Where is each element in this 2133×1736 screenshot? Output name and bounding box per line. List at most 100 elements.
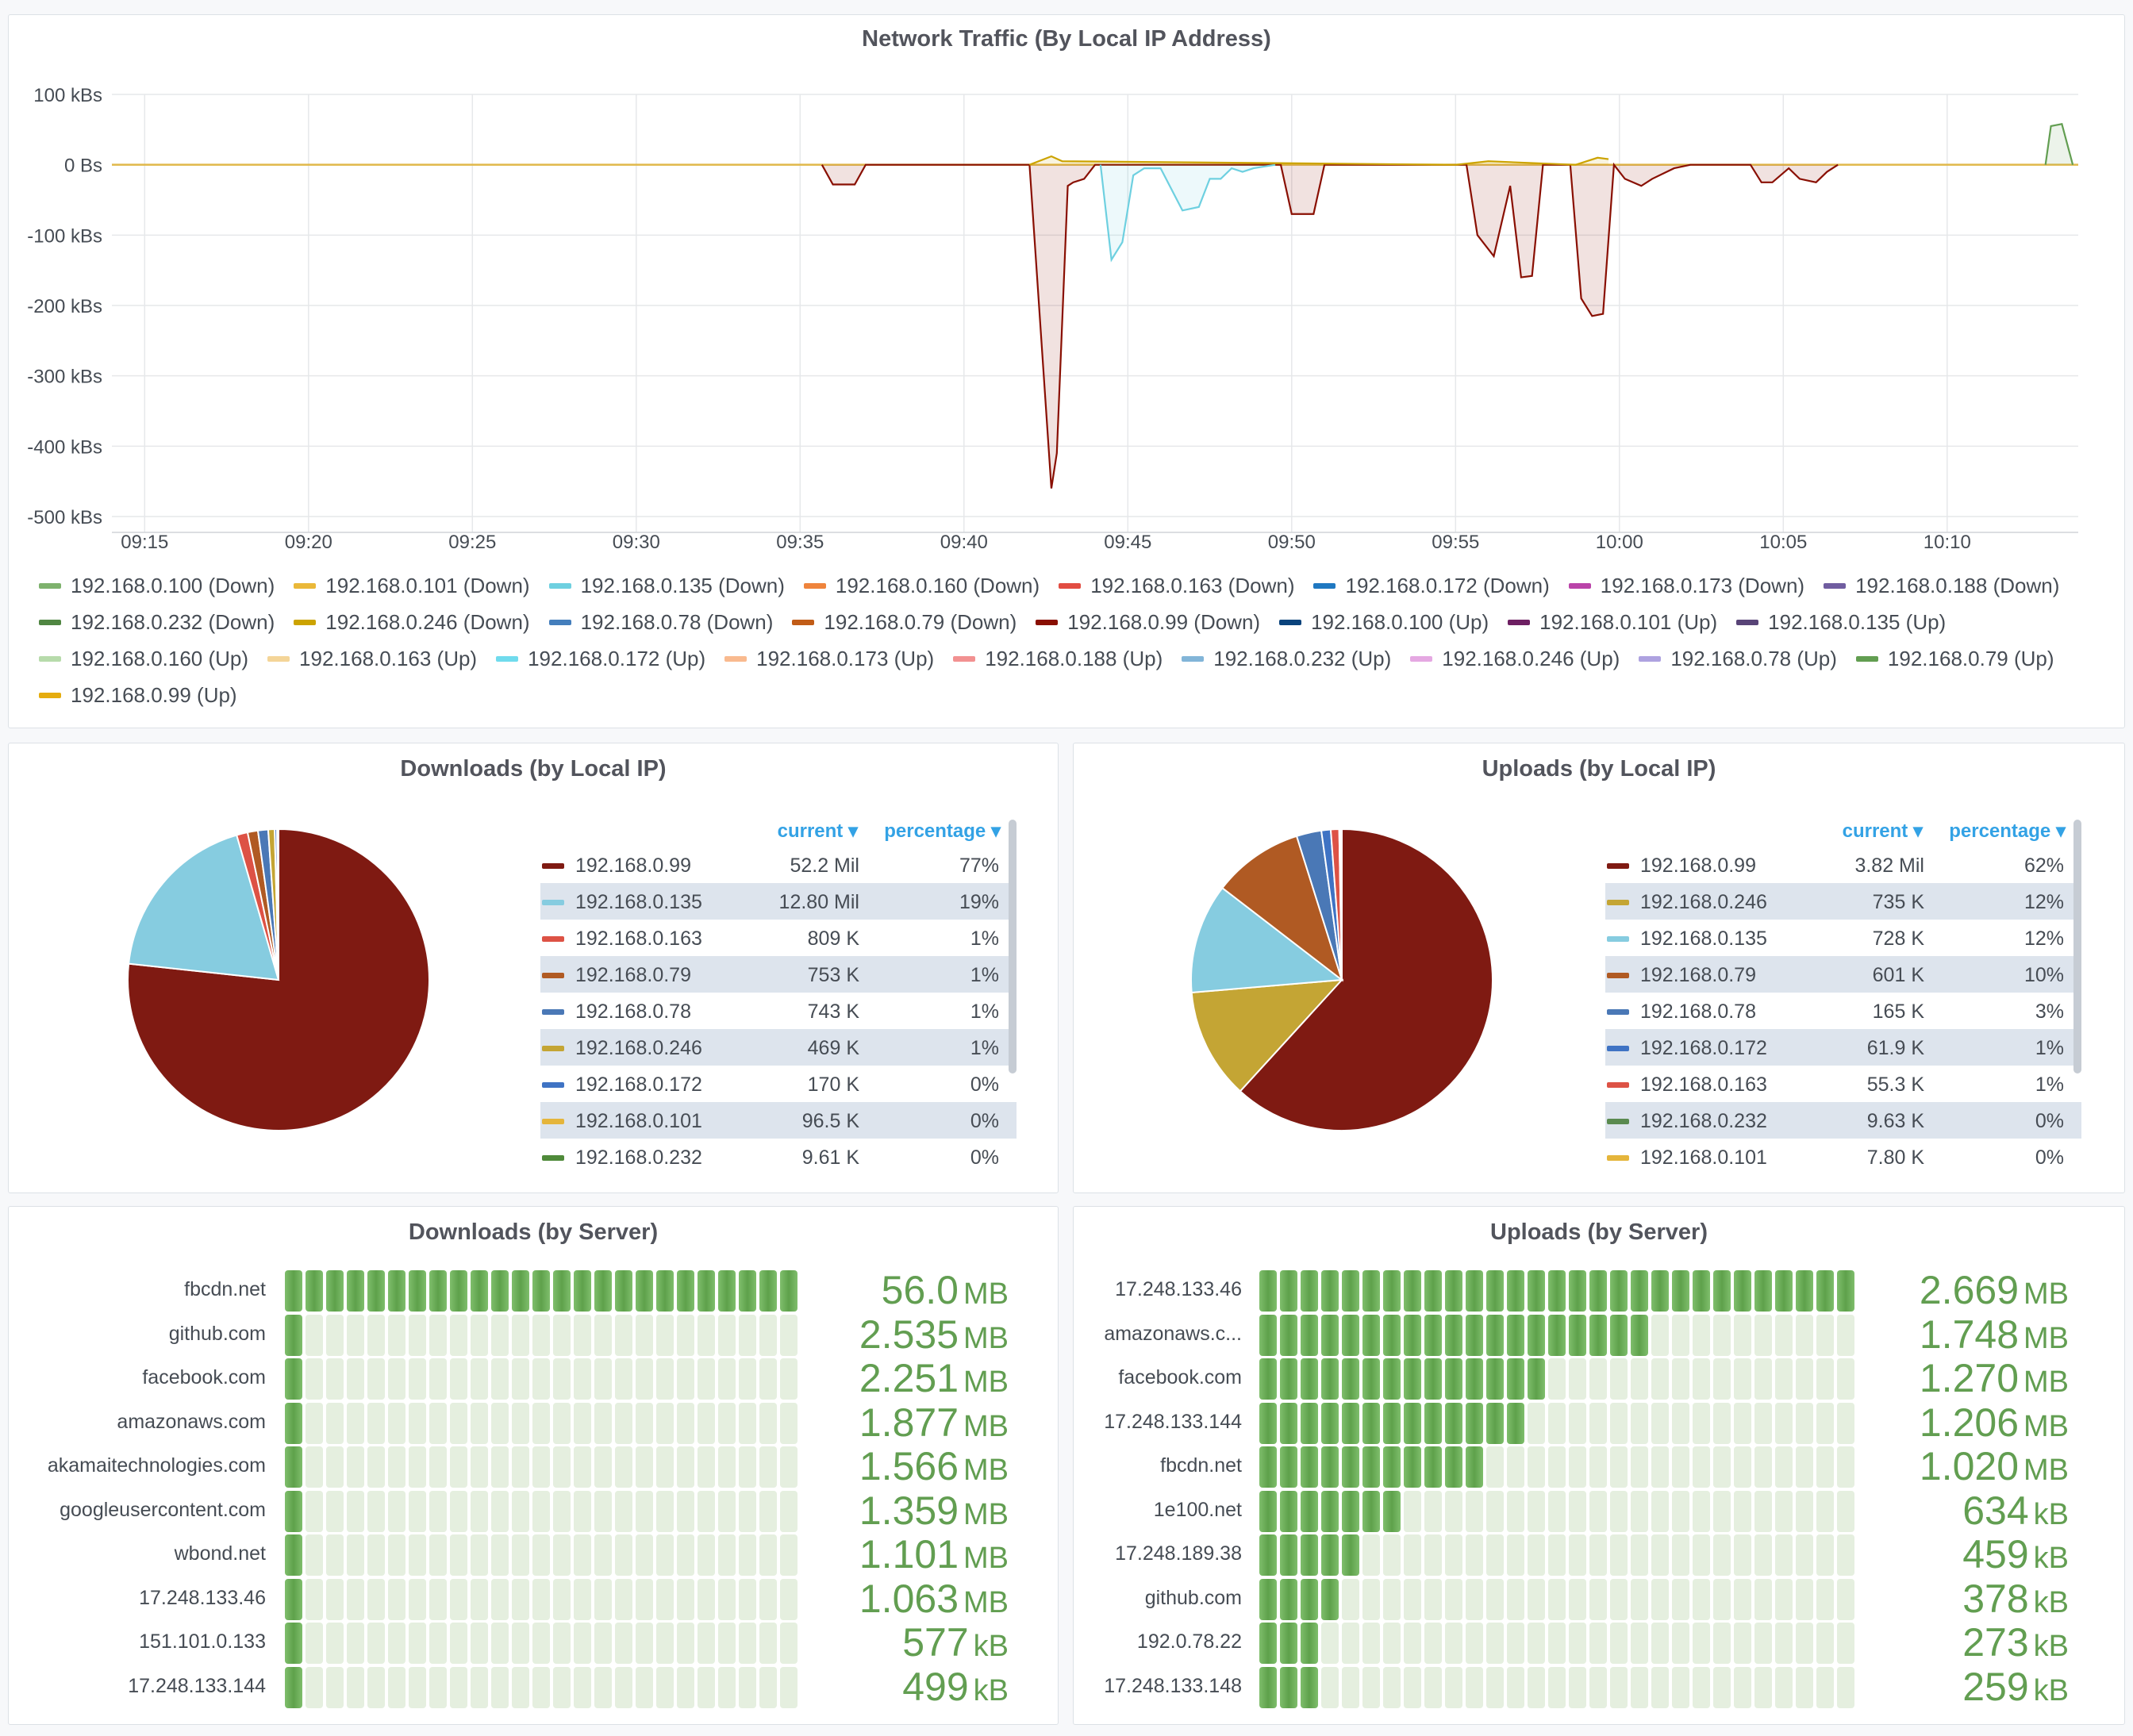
legend-item[interactable]: 192.168.0.172 (Up) [496,643,705,674]
table-row[interactable]: 192.168.0.232 9.61 K 0% [540,1139,1017,1175]
panel-title[interactable]: Network Traffic (By Local IP Address) [862,26,1271,52]
legend-item[interactable]: 192.168.0.101 (Down) [294,570,530,601]
legend-item[interactable]: 192.168.0.172 (Down) [1313,570,1550,601]
legend-item[interactable]: 192.168.0.246 (Down) [294,607,530,637]
bar-cell-empty [1816,1446,1834,1488]
bar-cell-empty [409,1490,426,1532]
server-bar[interactable] [1259,1270,1854,1312]
bar-cell-empty [1569,1578,1586,1620]
legend-item[interactable]: 192.168.0.173 (Up) [724,643,934,674]
table-row[interactable]: 192.168.0.232 9.63 K 0% [1605,1102,2081,1139]
legend-item[interactable]: 192.168.0.163 (Down) [1059,570,1294,601]
server-value: 259 kB [1962,1664,2069,1710]
bar-cell-empty [1569,1490,1586,1532]
server-bar[interactable] [285,1623,797,1664]
uploads-pie-chart[interactable] [1183,821,1501,1139]
legend-item[interactable]: 192.168.0.100 (Up) [1279,607,1489,637]
table-row[interactable]: 192.168.0.79 753 K 1% [540,956,1017,993]
table-row[interactable]: 192.168.0.246 469 K 1% [540,1029,1017,1066]
server-bar[interactable] [1259,1666,1854,1708]
legend-item[interactable]: 192.168.0.188 (Down) [1824,570,2059,601]
panel-title[interactable]: Uploads (by Local IP) [1482,756,1716,782]
legend-item[interactable]: 192.168.0.135 (Up) [1736,607,1946,637]
table-row[interactable]: 192.168.0.135 12.80 Mil 19% [540,883,1017,920]
server-bar[interactable] [1259,1490,1854,1532]
server-bar[interactable] [285,1402,797,1444]
server-bar[interactable] [1259,1402,1854,1444]
legend-item[interactable]: 192.168.0.163 (Up) [267,643,477,674]
sort-current-header[interactable]: current ▾ [1842,820,1923,842]
legend-item[interactable]: 192.168.0.232 (Down) [39,607,275,637]
table-row[interactable]: 192.168.0.135 728 K 12% [1605,920,2081,956]
pie-slice-192-168-0-101[interactable] [1339,828,1343,981]
panel-title[interactable]: Downloads (by Local IP) [400,756,667,782]
table-row[interactable]: 192.168.0.246 735 K 12% [1605,883,2081,920]
legend-item[interactable]: 192.168.0.78 (Up) [1639,643,1837,674]
legend-item[interactable]: 192.168.0.79 (Down) [792,607,1017,637]
sort-percentage-header[interactable]: percentage ▾ [1949,820,2066,842]
legend-item[interactable]: 192.168.0.188 (Up) [953,643,1163,674]
table-row[interactable]: 192.168.0.172 170 K 0% [540,1066,1017,1102]
legend-item[interactable]: 192.168.0.99 (Up) [39,680,237,710]
legend-item[interactable]: 192.168.0.79 (Up) [1855,643,2054,674]
y-tick-label: -300 kBs [27,367,102,388]
legend-item[interactable]: 192.168.0.232 (Up) [1182,643,1391,674]
table-row[interactable]: 192.168.0.172 61.9 K 1% [1605,1029,2081,1066]
bar-cell-empty [1816,1490,1834,1532]
server-bar[interactable] [285,1270,797,1312]
server-bar[interactable] [285,1666,797,1708]
legend-item[interactable]: 192.168.0.78 (Down) [548,607,774,637]
server-bar[interactable] [285,1534,797,1576]
server-bar[interactable] [1259,1534,1854,1576]
pie-slice-192-168-0-79[interactable] [1220,835,1343,982]
table-row[interactable]: 192.168.0.101 96.5 K 0% [540,1102,1017,1139]
legend-item[interactable]: 192.168.0.99 (Down) [1036,607,1260,637]
table-scrollbar[interactable] [1009,820,1017,1073]
legend-item[interactable]: 192.168.0.246 (Up) [1410,643,1620,674]
legend-item[interactable]: 192.168.0.173 (Down) [1568,570,1804,601]
server-bar[interactable] [285,1490,797,1532]
table-row[interactable]: 192.168.0.78 165 K 3% [1605,993,2081,1029]
pie-slice-192-168-0-99[interactable] [1239,828,1493,1131]
legend-item[interactable]: 192.168.0.101 (Up) [1508,607,1717,637]
panel-title[interactable]: Uploads (by Server) [1490,1219,1708,1245]
server-bar[interactable] [1259,1314,1854,1356]
series-192-168-0-79-up-[interactable] [2044,122,2074,165]
legend-label: 192.168.0.246 (Up) [1442,646,1620,670]
server-bar[interactable] [1259,1358,1854,1400]
pie-slice-192-168-0-135[interactable] [1190,886,1344,994]
server-bar[interactable] [285,1578,797,1620]
legend-label: 192.168.0.78 (Down) [580,609,774,634]
panel-title[interactable]: Downloads (by Server) [408,1219,659,1245]
legend-item[interactable]: 192.168.0.135 (Down) [548,570,785,601]
table-row[interactable]: 192.168.0.78 743 K 1% [540,993,1017,1029]
table-row[interactable]: 192.168.0.163 809 K 1% [540,920,1017,956]
table-row[interactable]: 192.168.0.99 52.2 Mil 77% [540,847,1017,883]
server-bar[interactable] [285,1446,797,1488]
server-bar[interactable] [1259,1578,1854,1620]
legend-item[interactable]: 192.168.0.100 (Down) [39,570,275,601]
series-192-168-0-99-down-[interactable] [821,162,1839,489]
server-bar[interactable] [1259,1446,1854,1488]
table-row[interactable]: 192.168.0.99 3.82 Mil 62% [1605,847,2081,883]
table-scrollbar[interactable] [2073,820,2081,1073]
table-row[interactable]: 192.168.0.79 601 K 10% [1605,956,2081,993]
pie-slice-192-168-0-135[interactable] [127,834,280,981]
sort-current-header[interactable]: current ▾ [777,820,858,842]
table-row[interactable]: 192.168.0.101 7.80 K 0% [1605,1139,2081,1175]
bar-cell-empty [1631,1623,1648,1664]
traffic-chart[interactable]: 100 kBs 0 Bs -100 kBs -200 kBs -300 kBs -400 … [9,15,2124,570]
bar-cell-empty [1486,1578,1504,1620]
table-row[interactable]: 192.168.0.163 55.3 K 1% [1605,1066,2081,1102]
server-bar[interactable] [1259,1623,1854,1664]
legend-item[interactable]: 192.168.0.160 (Up) [39,643,248,674]
server-bar[interactable] [285,1358,797,1400]
server-bar[interactable] [285,1314,797,1356]
sort-percentage-header[interactable]: percentage ▾ [884,820,1001,842]
series-192-168-0-135-down-[interactable] [1099,163,1276,263]
series-192-168-0-246-down-[interactable] [1029,155,1609,166]
downloads-pie-chart[interactable] [120,821,437,1139]
value-unit: MB [963,1409,1009,1443]
legend-item[interactable]: 192.168.0.160 (Down) [803,570,1040,601]
pie-slice-192-168-0-246[interactable] [1190,978,1344,1093]
